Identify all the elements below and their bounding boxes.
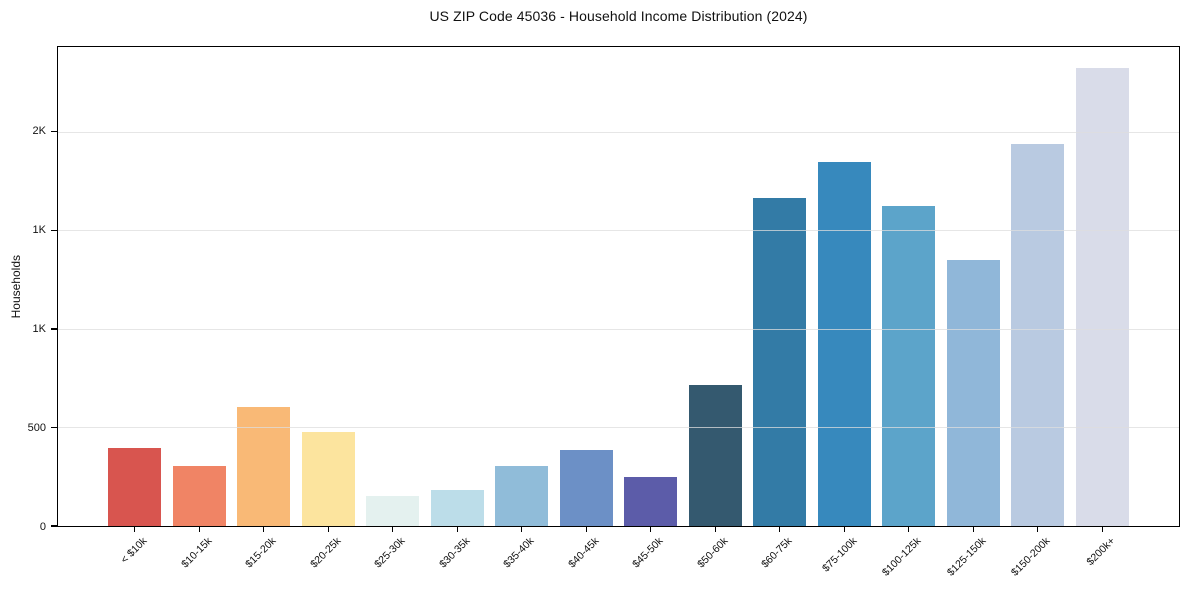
x-tick-mark — [649, 526, 652, 532]
bar — [1011, 143, 1065, 526]
bar — [753, 197, 807, 526]
x-tick-mark — [972, 526, 975, 532]
y-tick-label: 1K — [32, 323, 46, 336]
x-tick-label: $35-40k — [500, 535, 536, 571]
x-tick-label: $30-35k — [436, 535, 472, 571]
bar — [882, 205, 936, 526]
y-axis: 0 500 1K 1K 2K — [0, 46, 46, 533]
x-tick-label: $50-60k — [694, 535, 730, 571]
x-tick-label: $75-100k — [819, 535, 859, 575]
bar — [946, 259, 1000, 526]
y-tick-mark — [51, 328, 57, 330]
bar — [108, 448, 161, 526]
y-tick-label: 2K — [32, 125, 46, 138]
bar — [817, 162, 871, 526]
plot-area: < $10k $10-15k $15-20k $20-25k $25-30k $30-35… — [51, 46, 1180, 579]
bar — [624, 476, 678, 526]
y-tick-mark — [51, 525, 57, 527]
x-tick-mark — [907, 526, 910, 532]
x-tick-label: $200k+ — [1083, 535, 1117, 569]
y-tick-label: 500 — [27, 422, 46, 435]
bar — [559, 450, 613, 526]
x-tick-label: < $10k — [117, 535, 149, 566]
x-tick-label: $15-20k — [242, 535, 278, 571]
gridline — [58, 427, 1179, 429]
bar — [1075, 67, 1129, 526]
y-tick-mark — [51, 131, 57, 133]
x-tick-mark — [262, 526, 265, 532]
bar — [430, 489, 484, 526]
x-tick-label: $25-30k — [371, 535, 407, 571]
x-tick-mark — [327, 526, 330, 532]
x-tick-mark — [391, 526, 394, 532]
x-tick-label: $40-45k — [565, 535, 601, 571]
gridline — [58, 230, 1179, 232]
y-tick-label: 1K — [32, 224, 46, 237]
x-tick-mark — [133, 526, 136, 532]
bar — [301, 432, 355, 526]
x-tick-label: $20-25k — [307, 535, 343, 571]
x-tick-mark — [778, 526, 781, 532]
y-tick-label: 0 — [39, 521, 46, 533]
gridline — [58, 328, 1179, 330]
x-tick-mark — [1101, 526, 1104, 532]
x-tick-mark — [714, 526, 717, 532]
bar — [366, 496, 420, 526]
x-tick-label: $10-15k — [178, 535, 214, 571]
x-tick-label: $60-75k — [758, 535, 794, 571]
x-tick-mark — [456, 526, 459, 532]
chart-title: US ZIP Code 45036 - Household Income Dis… — [429, 8, 808, 24]
x-tick-label: $45-50k — [629, 535, 665, 571]
bar — [495, 465, 549, 526]
bar — [688, 385, 742, 526]
gridline — [58, 131, 1179, 133]
x-tick-label: $125-150k — [944, 535, 988, 579]
x-tick-mark — [585, 526, 588, 532]
y-tick-mark — [51, 426, 57, 429]
x-tick-label: $150-200k — [1008, 535, 1052, 579]
bars-row — [58, 47, 1179, 526]
x-tick-mark — [198, 526, 201, 532]
x-tick-mark — [843, 526, 846, 532]
x-tick-label: $100-125k — [879, 535, 923, 579]
x-tick-mark — [1036, 526, 1039, 532]
bar — [172, 465, 226, 526]
bar — [237, 406, 291, 526]
y-tick-mark — [51, 229, 57, 231]
x-tick-mark — [520, 526, 523, 532]
